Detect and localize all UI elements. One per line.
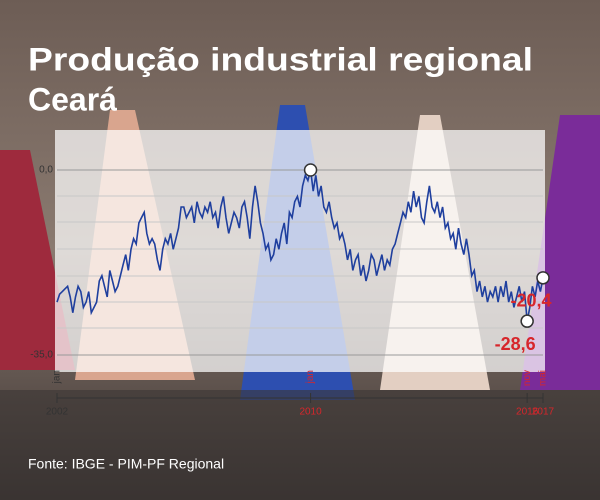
x-tick-label: jan	[305, 370, 316, 384]
chart-subtitle: Ceará	[28, 81, 117, 117]
point-marker	[536, 271, 550, 285]
chart-title: Produção industrial regional	[28, 41, 533, 77]
value-label: -20,4	[510, 291, 551, 311]
source: Fonte: IBGE - PIM-PF Regional	[28, 456, 224, 472]
year-label: 2002	[46, 407, 69, 418]
year-label: 2017	[532, 407, 555, 418]
plot-area	[55, 130, 545, 372]
y-tick-label: 0,0	[39, 165, 53, 176]
y-tick-label: -35,0	[30, 350, 53, 361]
x-tick-label: jan	[52, 370, 63, 384]
data-line	[56, 169, 544, 322]
value-label: -28,6	[495, 334, 536, 354]
x-tick-label: nov	[522, 370, 533, 386]
x-tick-label: mai	[538, 370, 549, 386]
point-marker	[520, 314, 534, 328]
year-label: 2010	[299, 407, 322, 418]
point-marker	[303, 163, 318, 177]
year-label: 2016	[516, 407, 539, 418]
